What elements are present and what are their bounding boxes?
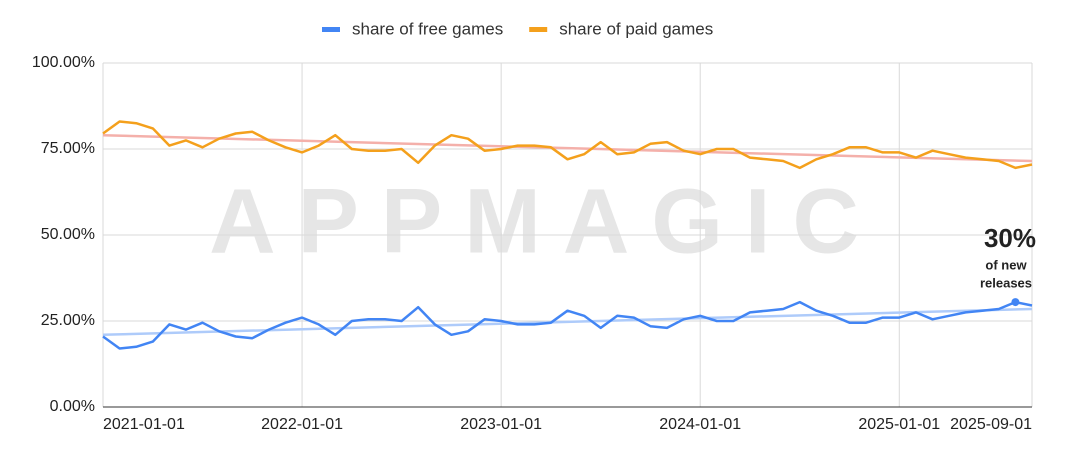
y-tick-label: 25.00%	[41, 312, 95, 329]
x-tick-label: 2025-09-01	[950, 416, 1032, 433]
legend-swatch	[529, 27, 548, 32]
series-line	[102, 120, 1033, 170]
x-tick-label: 2022-01-01	[261, 416, 343, 433]
annotation-title: 30%	[984, 223, 1036, 253]
legend-label: share of paid games	[559, 19, 713, 38]
x-tick-label: 2025-01-01	[858, 416, 940, 433]
y-tick-label: 100.00%	[32, 54, 95, 71]
series-line	[102, 300, 1033, 350]
trendline	[102, 133, 1033, 163]
x-tick-label: 2021-01-01	[103, 416, 185, 433]
trendline	[102, 307, 1033, 337]
highlight-point	[1011, 298, 1020, 307]
y-tick-label: 75.00%	[41, 140, 95, 157]
y-tick-label: 50.00%	[41, 226, 95, 243]
x-tick-label: 2024-01-01	[659, 416, 741, 433]
legend-label: share of free games	[352, 19, 503, 38]
watermark: APPMAGIC	[209, 170, 881, 272]
y-tick-label: 0.00%	[50, 398, 95, 415]
annotation-text: of new	[985, 257, 1027, 272]
annotation-text: releases	[980, 275, 1032, 290]
legend-swatch	[322, 27, 340, 32]
x-tick-label: 2023-01-01	[460, 416, 542, 433]
